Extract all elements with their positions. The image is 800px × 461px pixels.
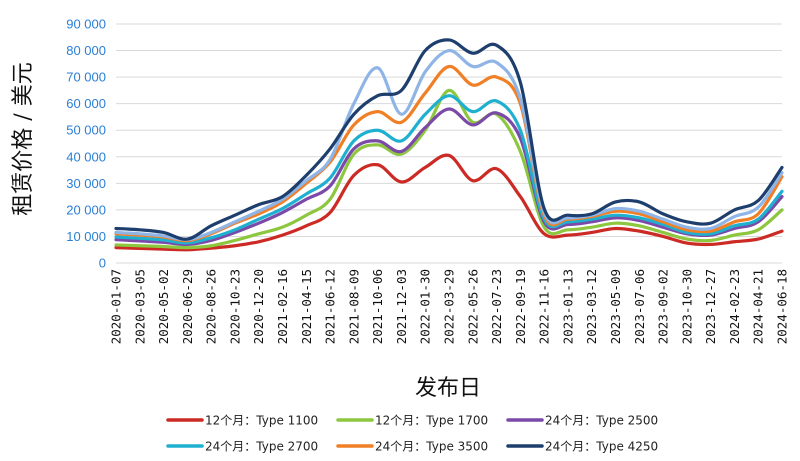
- y-tick-label: 60 000: [66, 96, 106, 111]
- legend-label: 24个月：Type 2500: [545, 414, 658, 428]
- x-tick-label: 2023-01-13: [560, 269, 575, 344]
- x-tick-label: 2021-04-15: [299, 269, 314, 344]
- x-tick-label: 2023-09-02: [656, 269, 671, 344]
- x-tick-label: 2024-06-18: [775, 269, 790, 344]
- y-tick-label: 10 000: [66, 229, 106, 244]
- x-tick-label: 2024-02-23: [727, 269, 742, 344]
- x-tick-label: 2023-05-09: [608, 269, 623, 344]
- x-tick-label: 2021-02-16: [275, 269, 290, 344]
- x-tick-label: 2022-11-16: [537, 269, 552, 344]
- x-tick-label: 2022-03-29: [442, 269, 457, 344]
- y-tick-label: 0: [99, 256, 106, 271]
- x-tick-label: 2020-12-20: [251, 269, 266, 344]
- x-tick-label: 2023-10-30: [679, 269, 694, 344]
- y-tick-label: 40 000: [66, 149, 106, 164]
- legend-label: 24个月：Type 2700: [205, 440, 318, 454]
- x-tick-label: 2022-09-19: [513, 269, 528, 344]
- y-tick-label: 90 000: [66, 17, 106, 32]
- x-tick-label: 2020-06-29: [180, 269, 195, 344]
- series-line: [114, 64, 784, 243]
- legend-label: 24个月：Type 4250: [545, 440, 658, 454]
- x-tick-label: 2022-07-23: [489, 269, 504, 344]
- legend: 12个月：Type 1100 12个月：Type 1700 24个月：Type 25…: [166, 414, 658, 454]
- x-tick-label: 2020-01-07: [109, 269, 124, 344]
- x-tick-label: 2020-10-23: [227, 269, 242, 344]
- y-tick-label: 50 000: [66, 123, 106, 138]
- x-tick-label: 2021-06-12: [323, 269, 338, 344]
- x-tick-label: 2021-10-06: [370, 269, 385, 344]
- x-tick-label: 2023-03-12: [584, 269, 599, 344]
- x-tick-label: 2022-05-26: [465, 269, 480, 344]
- x-tick-label: 2021-08-09: [346, 269, 361, 344]
- x-tick-labels: 2020-01-07 2020-03-05 2020-05-02 2020-06-29…: [109, 269, 790, 344]
- x-tick-label: 2020-08-26: [204, 269, 219, 344]
- x-axis-label: 发布日: [415, 376, 481, 401]
- y-tick-label: 70 000: [66, 70, 106, 85]
- x-tick-label: 2024-04-21: [751, 269, 766, 344]
- y-tick-labels: 0 10 000 20 000 30 000 40 000 50 000 60 000 70 …: [66, 17, 106, 271]
- x-tick-label: 2021-12-03: [394, 269, 409, 344]
- x-tick-label: 2022-01-30: [418, 269, 433, 344]
- x-tick-label: 2023-12-27: [703, 269, 718, 344]
- series-line: [114, 48, 784, 242]
- series-line: [114, 38, 784, 241]
- series-line: [114, 88, 784, 250]
- legend-label: 12个月：Type 1700: [375, 414, 488, 428]
- y-tick-label: 20 000: [66, 202, 106, 217]
- x-tick-label: 2020-03-05: [132, 269, 147, 344]
- x-tick-label: 2023-07-06: [632, 269, 647, 344]
- y-axis-label: 租赁价格 / 美元: [11, 62, 36, 215]
- y-tick-label: 30 000: [66, 176, 106, 191]
- y-tick-label: 80 000: [66, 43, 106, 58]
- series-lines: [114, 38, 784, 252]
- legend-label: 12个月：Type 1100: [205, 414, 318, 428]
- series-line: [114, 107, 784, 247]
- series-line: [114, 153, 784, 252]
- series-line: [114, 94, 784, 245]
- legend-label: 24个月：Type 3500: [375, 440, 488, 454]
- x-tick-label: 2020-05-02: [156, 269, 171, 344]
